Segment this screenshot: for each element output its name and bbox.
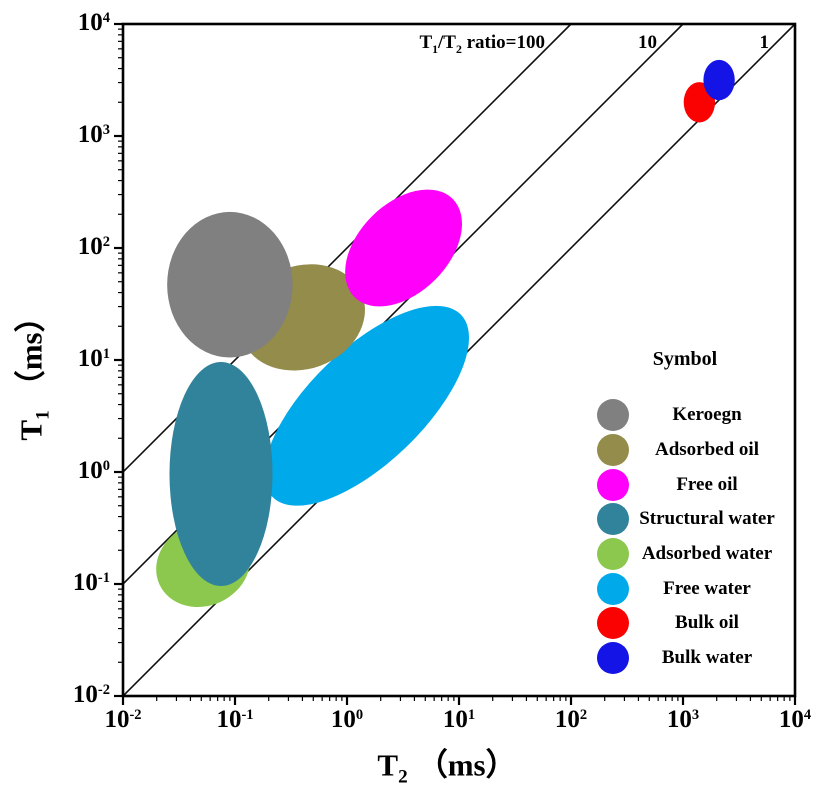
tick-exponent: -1 [241, 707, 254, 724]
tick-exponent: 0 [102, 457, 110, 474]
tick-exponent: 2 [102, 233, 110, 250]
legend-item-bulk-water: Bulk water [585, 641, 785, 676]
y-axis-symbol: T [13, 419, 49, 441]
ratio-line-label-100: T1/T2 ratio=100 [419, 32, 545, 56]
legend-swatch-free-oil [597, 468, 629, 501]
tick-exponent: 1 [102, 345, 110, 362]
legend-title: Symbol [652, 348, 718, 370]
tick-exponent: 4 [102, 9, 110, 26]
y-axis-title: T1 （ms） [5, 301, 54, 440]
legend-label-bulk-water: Bulk water [661, 647, 753, 669]
y-tick-label-10e0: 100 [77, 456, 110, 484]
legend-item-adsorbed-oil: Adsorbed oil [585, 433, 785, 468]
region-ellipse-free-oil [345, 189, 463, 307]
legend-item-structural-water: Structural water [585, 502, 785, 537]
legend-swatch-adsorbed-water [597, 538, 629, 571]
plot-border [121, 22, 797, 698]
y-tick-label-10e1: 101 [77, 344, 110, 372]
region-ellipse-keroegn [167, 211, 293, 358]
tick-exponent: -2 [129, 707, 142, 724]
y-tick-label-10e-2: 10-2 [72, 680, 110, 708]
legend-swatch-adsorbed-oil [597, 434, 629, 467]
legend-item-adsorbed-water: Adsorbed water [585, 537, 785, 572]
legend-item-keroegn: Keroegn [585, 398, 785, 433]
y-tick-label-10e2: 102 [77, 232, 110, 260]
x-axis-symbol: T [377, 747, 399, 783]
legend-item-free-water: Free water [585, 571, 785, 606]
legend-swatch-structural-water [597, 503, 629, 536]
y-tick-label-10e3: 103 [77, 120, 110, 148]
y-tick-label-10e-1: 10-1 [72, 568, 110, 596]
ratio-line-label-10: 10 [638, 32, 657, 53]
ratio-line-label-1: 1 [759, 32, 770, 53]
legend-swatch-free-water [597, 572, 629, 605]
x-tick-label-10e0: 100 [330, 706, 364, 733]
y-tick-label-10e4: 104 [77, 8, 110, 36]
legend-label-free-oil: Free oil [676, 473, 738, 495]
legend-label-keroegn: Keroegn [672, 404, 742, 426]
ratio-label-subscript: 1 [432, 42, 439, 56]
tick-exponent: -1 [97, 569, 110, 586]
tick-exponent: 0 [355, 707, 364, 724]
legend-item-bulk-oil: Bulk oil [585, 606, 785, 641]
tick-exponent: 1 [467, 707, 476, 724]
region-ellipse-free-water [264, 305, 469, 506]
tick-exponent: 3 [691, 707, 700, 724]
region-ellipse-structural-water [169, 361, 273, 586]
legend-items: Keroegn Adsorbed oil Free oil Structural wa… [585, 398, 785, 676]
tick-exponent: -2 [97, 681, 110, 698]
x-tick-label-10e3: 103 [666, 706, 700, 733]
x-axis-unit: （ms） [416, 747, 517, 783]
x-tick-label-10e1: 101 [442, 706, 476, 733]
legend-swatch-bulk-oil [597, 607, 629, 640]
legend: Symbol Keroegn Adsorbed oil Free oil Struct… [585, 345, 785, 676]
ratio-label-subscript: 2 [455, 42, 462, 56]
legend-swatch-bulk-water [597, 642, 629, 675]
x-tick-label-10e4: 104 [778, 706, 812, 733]
y-axis-unit: （ms） [13, 301, 49, 402]
legend-label-adsorbed-water: Adsorbed water [641, 543, 773, 565]
legend-label-free-water: Free water [663, 577, 751, 599]
tick-exponent: 3 [102, 121, 110, 138]
tick-exponent: 2 [579, 707, 588, 724]
legend-label-adsorbed-oil: Adsorbed oil [655, 439, 759, 461]
legend-label-structural-water: Structural water [639, 508, 775, 530]
legend-label-bulk-oil: Bulk oil [675, 612, 739, 634]
x-axis-symbol-subscript: 2 [398, 766, 408, 788]
y-axis-symbol-subscript: 1 [32, 410, 54, 420]
region-ellipse-bulk-water [703, 59, 735, 101]
legend-item-free-oil: Free oil [585, 467, 785, 502]
tick-exponent: 4 [803, 707, 812, 724]
x-tick-label-10e-1: 10-1 [216, 706, 254, 733]
x-tick-label-10e-2: 10-2 [104, 706, 142, 733]
legend-swatch-keroegn [597, 399, 629, 432]
x-tick-label-10e2: 102 [554, 706, 588, 733]
x-axis-title: T2 （ms） [377, 739, 516, 788]
